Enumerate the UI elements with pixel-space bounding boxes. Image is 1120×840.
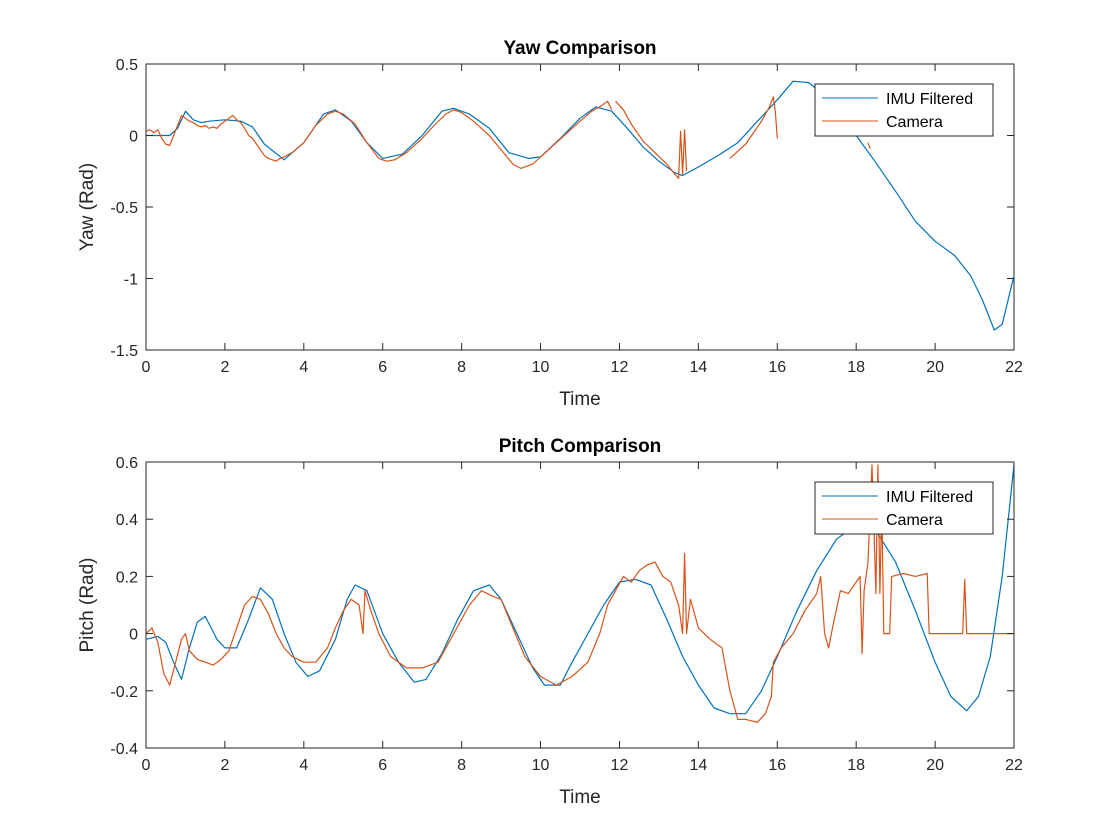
yaw-legend-box <box>814 83 994 137</box>
yaw-camera-line-segment-2 <box>729 96 778 159</box>
pitch-x-tick-label: 18 <box>847 757 865 774</box>
pitch-y-tick-label: 0.2 <box>116 569 138 586</box>
yaw-y-tick-label: -1.5 <box>110 343 138 360</box>
pitch-x-tick-label: 2 <box>220 757 229 774</box>
yaw-x-tick-label: 18 <box>847 359 865 376</box>
yaw-x-tick-label: 8 <box>457 359 466 376</box>
pitch-legend-camera-label: Camera <box>886 512 943 529</box>
pitch-x-tick-label: 16 <box>768 757 786 774</box>
pitch-x-tick-label: 8 <box>457 757 466 774</box>
pitch-legend: IMU Filtered Camera <box>814 481 994 535</box>
pitch-legend-imu-label: IMU Filtered <box>886 489 973 506</box>
yaw-legend-camera-label: Camera <box>886 114 943 131</box>
yaw-chart-title: Yaw Comparison <box>503 38 656 59</box>
yaw-x-tick-label: 16 <box>768 359 786 376</box>
yaw-comparison-panel: 0 2 4 6 8 10 12 14 16 18 20 22 -1.5 -1 -0.5 0 0.5 Yaw Co… <box>77 38 1023 410</box>
yaw-x-axis-label: Time <box>559 389 601 410</box>
yaw-y-axis-label: Yaw (Rad) <box>77 163 98 251</box>
pitch-x-tick-label: 4 <box>299 757 308 774</box>
yaw-x-tick-label: 6 <box>378 359 387 376</box>
yaw-x-tick-label: 2 <box>220 359 229 376</box>
pitch-x-tick-label: 12 <box>611 757 629 774</box>
pitch-x-tick-label: 14 <box>689 757 707 774</box>
yaw-series-layer <box>145 80 1015 331</box>
yaw-y-tick-label: 0.5 <box>116 57 138 74</box>
pitch-x-tick-label: 20 <box>926 757 944 774</box>
yaw-x-tick-label: 22 <box>1005 359 1023 376</box>
yaw-legend-imu-label: IMU Filtered <box>886 91 973 108</box>
yaw-camera-line-segment-3 <box>867 142 871 149</box>
pitch-y-tick-label: -0.2 <box>110 684 138 701</box>
yaw-x-tick-label: 14 <box>689 359 707 376</box>
pitch-x-axis-label: Time <box>559 787 601 808</box>
yaw-x-tick-label: 0 <box>142 359 151 376</box>
yaw-x-tick-label: 12 <box>611 359 629 376</box>
pitch-legend-box <box>814 481 994 535</box>
pitch-comparison-panel: 0 2 4 6 8 10 12 14 16 18 20 22 -0.4 -0.2 0 0.2 0.4 0.6 Pi… <box>77 436 1023 808</box>
yaw-x-tick-label: 10 <box>532 359 550 376</box>
yaw-x-tick-label: 4 <box>299 359 308 376</box>
yaw-y-tick-label: -0.5 <box>110 200 138 217</box>
yaw-tick-layer: 0 2 4 6 8 10 12 14 16 18 20 22 -1.5 -1 -0.5 0 0.5 <box>110 57 1023 376</box>
pitch-y-tick-label: 0 <box>129 627 138 644</box>
pitch-camera-line-segment-0 <box>145 464 1014 723</box>
pitch-x-tick-label: 0 <box>142 757 151 774</box>
yaw-camera-line-segment-1 <box>615 100 688 179</box>
pitch-x-tick-label: 22 <box>1005 757 1023 774</box>
pitch-y-tick-label: 0.6 <box>116 455 138 472</box>
yaw-legend: IMU Filtered Camera <box>814 83 994 137</box>
yaw-y-tick-label: 0 <box>129 129 138 146</box>
pitch-y-tick-label: -0.4 <box>110 741 138 758</box>
pitch-chart-title: Pitch Comparison <box>499 436 662 457</box>
pitch-tick-layer: 0 2 4 6 8 10 12 14 16 18 20 22 -0.4 -0.2 0 0.2 0.4 0.6 <box>110 455 1023 774</box>
pitch-y-tick-label: 0.4 <box>116 512 138 529</box>
pitch-x-tick-label: 10 <box>532 757 550 774</box>
yaw-y-tick-label: -1 <box>124 272 138 289</box>
yaw-x-tick-label: 20 <box>926 359 944 376</box>
yaw-camera-line-segment-0 <box>145 100 613 169</box>
pitch-x-tick-label: 6 <box>378 757 387 774</box>
pitch-y-axis-label: Pitch (Rad) <box>77 557 98 652</box>
